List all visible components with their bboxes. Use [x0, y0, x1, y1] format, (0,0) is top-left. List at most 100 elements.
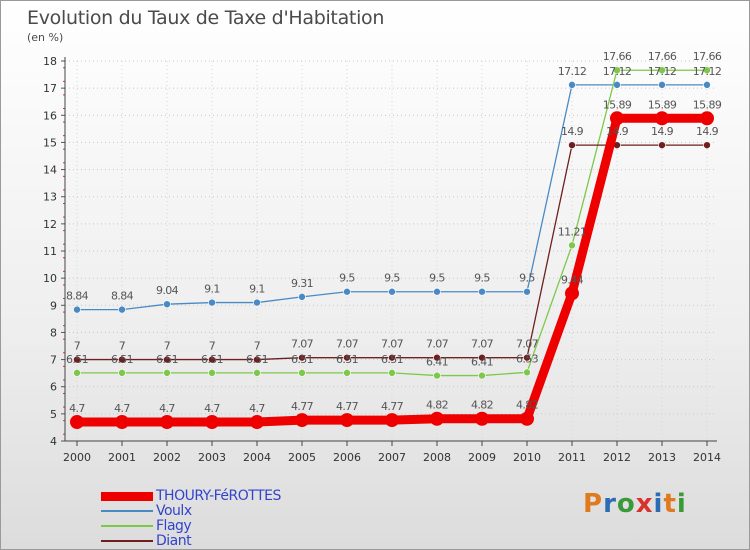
x-tick-label: 2007: [378, 451, 406, 464]
y-tick-label: 14: [43, 164, 57, 177]
data-point: [70, 415, 84, 429]
data-label: 8.84: [66, 290, 89, 303]
data-label: 9.04: [156, 284, 179, 297]
data-label: 17.12: [558, 65, 587, 78]
legend-label-voulx: Voulx: [156, 503, 192, 519]
data-point: [73, 355, 81, 364]
y-tick-label: 5: [50, 408, 57, 421]
chart-title: Evolution du Taux de Taxe d'Habitation: [27, 7, 385, 29]
data-point: [73, 369, 81, 377]
data-point: [523, 368, 531, 377]
data-label: 17.12: [648, 65, 677, 78]
legend-swatch-flagy: [101, 525, 153, 527]
data-label: 6.41: [426, 356, 448, 369]
data-label: 7.07: [426, 338, 449, 351]
x-tick-label: 2001: [108, 451, 136, 464]
x-tick-label: 2008: [423, 451, 451, 464]
y-tick-label: 11: [43, 245, 57, 258]
data-point: [703, 141, 711, 149]
data-point: [253, 369, 261, 377]
legend-swatch-thoury: [101, 492, 153, 501]
data-label: 4.7: [69, 402, 85, 415]
data-point: [208, 298, 216, 307]
x-tick-label: 2002: [153, 451, 181, 464]
y-tick-label: 7: [50, 354, 57, 367]
data-label: 7.07: [471, 338, 494, 351]
data-point: [118, 369, 126, 377]
y-tick-label: 4: [50, 435, 57, 448]
data-label: 6.51: [381, 353, 403, 366]
data-point: [655, 111, 669, 126]
data-label: 7: [209, 340, 216, 353]
x-tick-label: 2003: [198, 451, 226, 464]
y-tick-label: 9: [50, 299, 57, 312]
x-tick-label: 2004: [243, 451, 271, 464]
legend-label-diant: Diant: [156, 533, 192, 549]
data-point: [298, 293, 306, 301]
data-label: 4.82: [426, 399, 448, 412]
data-label: 7.07: [291, 338, 314, 351]
y-tick-label: 8: [50, 326, 57, 339]
proxiti-logo: Proxiti: [583, 489, 687, 519]
data-point: [163, 300, 171, 309]
data-label: 17.66: [603, 50, 632, 63]
data-label: 6.51: [291, 353, 313, 366]
data-label: 6.51: [156, 353, 178, 366]
data-label: 7.07: [336, 338, 359, 351]
logo-letter: t: [663, 489, 677, 519]
data-label: 4.7: [159, 402, 175, 415]
data-label: 9.5: [339, 272, 355, 285]
data-point: [613, 81, 621, 89]
y-tick-label: 6: [50, 381, 57, 394]
data-point: [118, 355, 126, 364]
data-point: [478, 371, 486, 380]
data-point: [523, 353, 531, 362]
data-label: 17.66: [648, 50, 677, 63]
data-label: 14.9: [651, 125, 674, 138]
data-point: [388, 287, 396, 296]
data-label: 11.21: [558, 225, 587, 238]
data-label: 9.1: [204, 283, 220, 296]
data-point: [433, 353, 441, 362]
data-point: [568, 141, 576, 149]
data-point: [205, 415, 219, 429]
logo-letter: x: [635, 489, 654, 519]
data-point: [253, 298, 261, 307]
data-label: 4.77: [291, 400, 314, 413]
data-point: [295, 413, 309, 428]
x-tick-label: 2005: [288, 451, 316, 464]
data-label: 4.7: [114, 402, 130, 415]
data-label: 6.53: [516, 352, 539, 365]
data-label: 6.51: [66, 353, 88, 366]
y-tick-label: 13: [43, 191, 57, 204]
logo-letter: P: [583, 489, 604, 519]
data-label: 15.89: [648, 98, 677, 111]
data-point: [388, 369, 396, 377]
data-label: 4.7: [249, 402, 265, 415]
data-label: 6.51: [246, 353, 268, 366]
data-point: [385, 413, 399, 428]
data-label: 9.44: [561, 273, 584, 286]
data-point: [523, 287, 531, 296]
data-point: [298, 353, 306, 362]
data-label: 9.5: [519, 272, 535, 285]
x-tick-label: 2011: [558, 451, 586, 464]
data-label: 9.31: [291, 277, 313, 290]
data-point: [610, 111, 624, 126]
data-label: 4.7: [204, 402, 220, 415]
data-point: [613, 66, 621, 75]
data-point: [433, 371, 441, 380]
data-point: [478, 287, 486, 296]
data-point: [118, 305, 126, 314]
data-point: [565, 286, 579, 301]
data-point: [343, 287, 351, 296]
data-point: [703, 81, 711, 89]
data-label: 6.51: [336, 353, 358, 366]
data-point: [568, 241, 576, 250]
x-tick-label: 2010: [513, 451, 541, 464]
data-point: [160, 415, 174, 429]
data-label: 15.89: [603, 98, 632, 111]
data-label: 4.77: [381, 400, 404, 413]
